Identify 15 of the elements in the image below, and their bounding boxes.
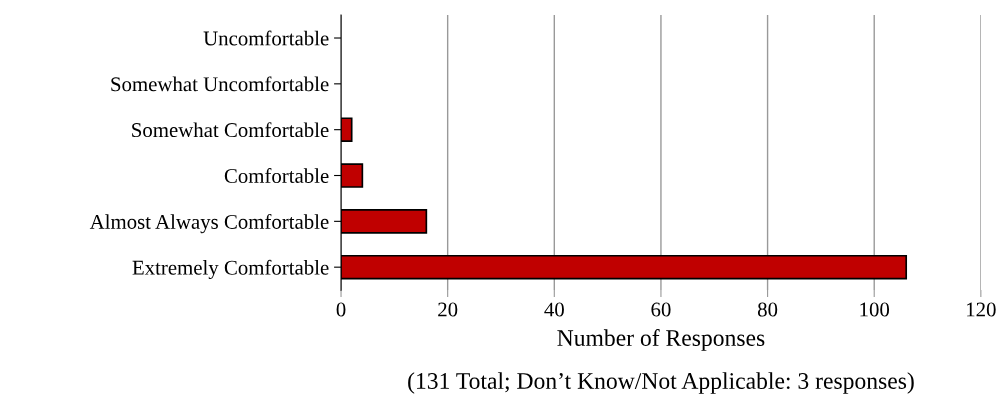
y-tick-label: Somewhat Comfortable [132, 122, 329, 138]
x-tick-label: 20 [438, 302, 458, 317]
y-tick-label: Almost Always Comfortable [89, 214, 329, 234]
x-tick-label: 120 [967, 302, 996, 317]
x-tick-label: 40 [544, 302, 564, 317]
x-tick-label: 0 [336, 302, 346, 317]
x-tick-label: 60 [651, 302, 671, 317]
x-axis-title: Number of Responses [557, 329, 765, 351]
x-tick-label: 100 [860, 302, 890, 317]
y-tick-label: Comfortable [224, 168, 329, 183]
x-tick-label: 80 [757, 302, 778, 317]
y-tick-label: Extremely Comfortable [132, 259, 329, 279]
text: (131 Total; Don’t Know/Not Applicable: 3 responses) [408, 372, 914, 394]
y-tick-label: Somewhat Uncomfortable [111, 76, 329, 92]
y-tick-label: Uncomfortable [203, 30, 329, 46]
